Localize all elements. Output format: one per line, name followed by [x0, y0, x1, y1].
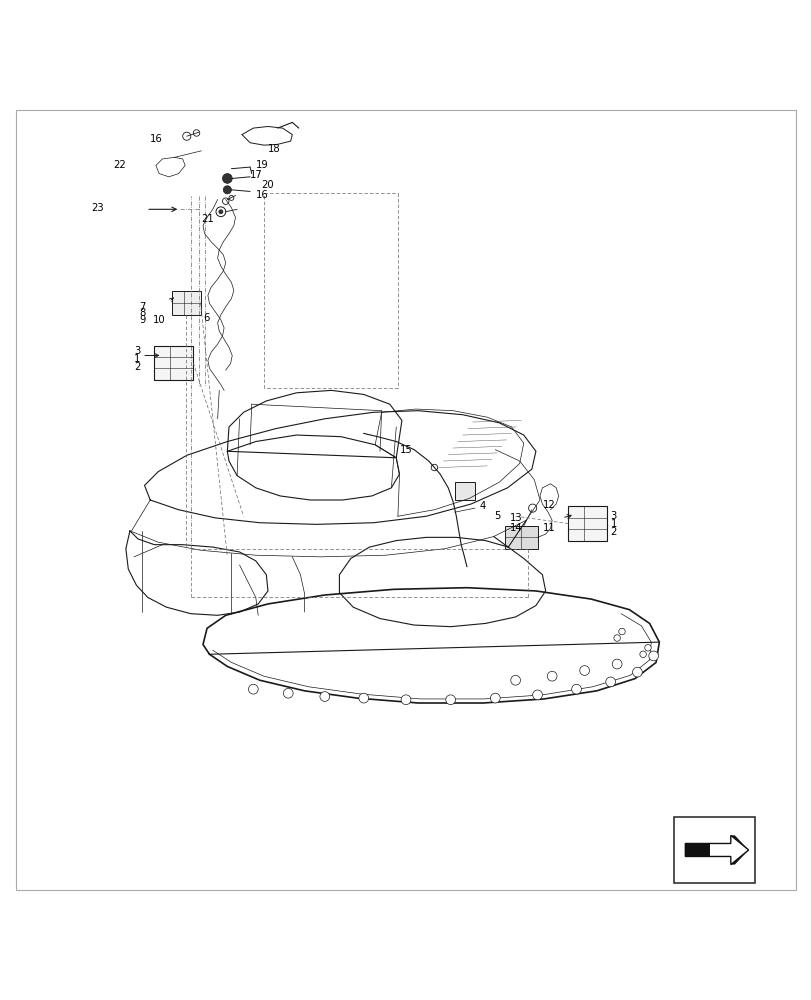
Text: 11: 11 — [542, 523, 555, 533]
Circle shape — [401, 695, 410, 705]
Circle shape — [283, 688, 293, 698]
Circle shape — [320, 692, 329, 701]
Circle shape — [216, 207, 225, 217]
Text: 1: 1 — [134, 354, 140, 364]
Text: 2: 2 — [134, 362, 140, 372]
Text: 3: 3 — [134, 346, 140, 356]
Text: 3: 3 — [610, 511, 616, 521]
Circle shape — [648, 651, 658, 661]
Text: 23: 23 — [91, 203, 104, 213]
Text: 15: 15 — [399, 445, 412, 455]
Circle shape — [579, 666, 589, 675]
Circle shape — [218, 209, 223, 214]
Circle shape — [644, 645, 650, 651]
Circle shape — [358, 693, 368, 703]
Circle shape — [229, 196, 234, 200]
Circle shape — [490, 693, 500, 703]
Text: 1: 1 — [610, 519, 616, 529]
Text: 13: 13 — [509, 513, 522, 523]
Polygon shape — [684, 843, 710, 856]
Text: 2: 2 — [610, 527, 616, 537]
Circle shape — [571, 684, 581, 694]
Bar — [154, 346, 193, 380]
Text: 18: 18 — [268, 144, 281, 154]
Circle shape — [248, 684, 258, 694]
Circle shape — [222, 198, 229, 204]
Text: 14: 14 — [509, 523, 522, 533]
Circle shape — [431, 464, 437, 471]
Circle shape — [193, 130, 200, 136]
Text: 12: 12 — [542, 500, 555, 510]
Circle shape — [613, 635, 620, 641]
Circle shape — [445, 695, 455, 705]
Text: 4: 4 — [478, 501, 485, 511]
Text: 9: 9 — [139, 315, 146, 325]
Circle shape — [222, 174, 232, 183]
Text: 17: 17 — [250, 170, 263, 180]
Polygon shape — [730, 835, 748, 865]
Circle shape — [639, 651, 646, 658]
Circle shape — [618, 628, 624, 635]
Text: 21: 21 — [201, 214, 214, 224]
Circle shape — [528, 504, 536, 512]
Text: 19: 19 — [255, 160, 268, 170]
Circle shape — [532, 690, 542, 700]
Circle shape — [223, 186, 231, 194]
Bar — [568, 506, 607, 541]
Text: 20: 20 — [261, 180, 274, 190]
Bar — [454, 482, 474, 500]
Polygon shape — [684, 835, 748, 865]
Bar — [172, 291, 200, 315]
Text: 22: 22 — [114, 160, 127, 170]
Bar — [673, 817, 754, 883]
Bar — [504, 526, 537, 549]
Text: 16: 16 — [255, 190, 268, 200]
Text: 6: 6 — [203, 313, 209, 323]
Circle shape — [547, 671, 556, 681]
Circle shape — [510, 675, 520, 685]
Circle shape — [182, 132, 191, 140]
Text: 7: 7 — [139, 302, 146, 312]
Text: 8: 8 — [139, 308, 146, 318]
Text: 10: 10 — [152, 315, 165, 325]
Circle shape — [611, 659, 621, 669]
Circle shape — [632, 667, 642, 677]
Text: 16: 16 — [150, 134, 163, 144]
Circle shape — [605, 677, 615, 687]
Text: 5: 5 — [493, 511, 500, 521]
